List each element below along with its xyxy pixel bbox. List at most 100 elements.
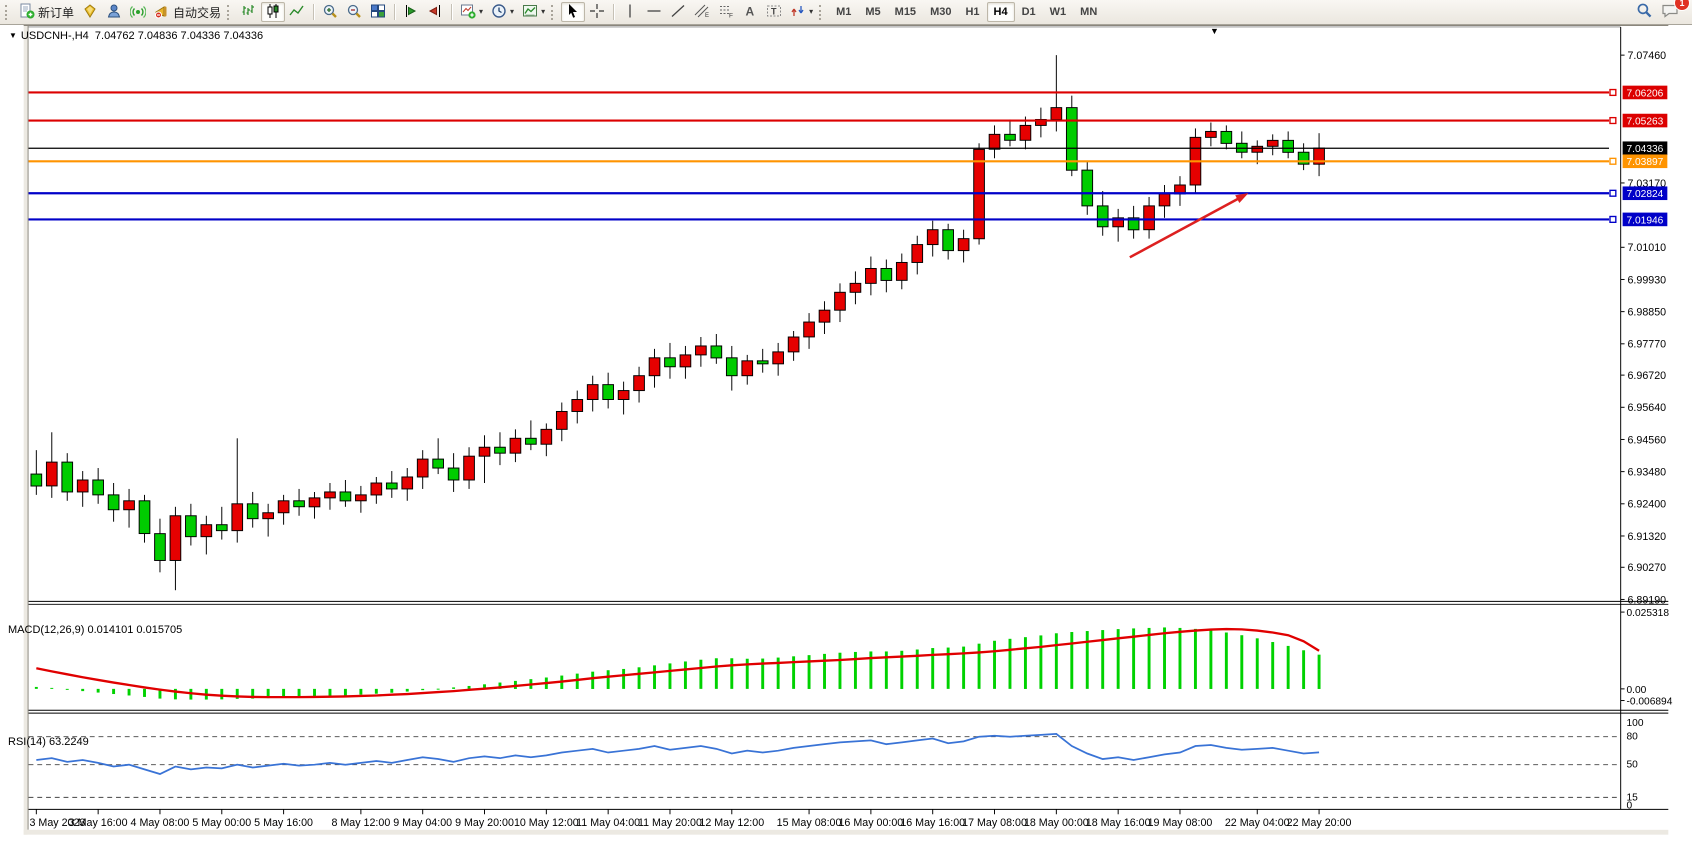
svg-text:10 May 12:00: 10 May 12:00: [514, 817, 579, 829]
dropdown-caret-icon: ▾: [541, 7, 546, 16]
chart-title: ▼ USDCNH-,H4 7.04762 7.04836 7.04336 7.04…: [9, 30, 263, 42]
price-chart-canvas[interactable]: 7.074607.031707.010106.999306.988506.977…: [0, 25, 1692, 857]
cursor-icon: [565, 3, 581, 22]
svg-text:50: 50: [1627, 760, 1639, 771]
timeframe-button-D1[interactable]: D1: [1015, 2, 1043, 22]
arrows-button[interactable]: ▾: [786, 2, 817, 22]
equidistant-channel-icon: E: [694, 3, 710, 22]
svg-text:6.96720: 6.96720: [1627, 370, 1666, 382]
signal-icon: [129, 3, 147, 22]
search-button[interactable]: [1632, 2, 1657, 22]
svg-text:6.94560: 6.94560: [1627, 434, 1666, 446]
chart-shift-icon: [403, 3, 419, 22]
timeframe-button-W1[interactable]: W1: [1043, 2, 1074, 22]
text-label-button[interactable]: T: [762, 2, 786, 22]
svg-text:8 May 12:00: 8 May 12:00: [331, 817, 390, 829]
timeframe-button-M15[interactable]: M15: [888, 2, 923, 22]
svg-text:7.03897: 7.03897: [1627, 157, 1664, 168]
timeframe-button-M5[interactable]: M5: [858, 2, 887, 22]
svg-text:7.06206: 7.06206: [1627, 88, 1664, 99]
candlestick-chart-button[interactable]: [261, 2, 286, 22]
svg-text:7.05263: 7.05263: [1627, 116, 1664, 127]
trendline-button[interactable]: [666, 2, 690, 22]
periods-icon: [491, 3, 507, 22]
toolbar-grip[interactable]: [551, 4, 557, 20]
svg-text:6.91320: 6.91320: [1627, 531, 1666, 543]
auto-trading-button[interactable]: 自动交易: [150, 2, 225, 22]
cursor-button[interactable]: [561, 2, 586, 22]
chart-symbol-period: USDCNH-,H4: [20, 30, 89, 42]
toolbar-separator: [394, 4, 396, 20]
periods-button[interactable]: ▾: [487, 2, 518, 22]
new-order-button[interactable]: 新订单: [15, 2, 78, 22]
vertical-line-icon: [622, 3, 638, 22]
community-button[interactable]: [102, 2, 126, 22]
svg-text:18 May 16:00: 18 May 16:00: [1086, 817, 1151, 829]
timeframe-button-H4[interactable]: H4: [986, 2, 1015, 22]
svg-text:9 May 20:00: 9 May 20:00: [455, 817, 514, 829]
auto-trading-label: 自动交易: [173, 5, 222, 20]
horizontal-line-button[interactable]: [642, 2, 666, 22]
vertical-line-button[interactable]: [618, 2, 642, 22]
fibonacci-icon: F: [718, 3, 734, 22]
tile-windows-icon: [370, 3, 386, 22]
timeframe-button-MN[interactable]: MN: [1073, 2, 1104, 22]
bar-chart-button[interactable]: [237, 2, 261, 22]
zoom-out-icon: [346, 3, 362, 22]
svg-text:22 May 20:00: 22 May 20:00: [1287, 817, 1352, 829]
signal-button[interactable]: [126, 2, 150, 22]
indicators-button[interactable]: ▾: [456, 2, 487, 22]
search-icon: [1636, 2, 1653, 22]
equidistant-channel-button[interactable]: E: [690, 2, 714, 22]
toolbar-grip[interactable]: [819, 4, 825, 20]
candlestick-chart-icon: [265, 3, 281, 22]
timeframe-button-H1[interactable]: H1: [958, 2, 986, 22]
toolbar: 新订单 自动交易: [0, 0, 1692, 25]
templates-button[interactable]: ▾: [518, 2, 549, 22]
line-chart-button[interactable]: [285, 2, 309, 22]
fibonacci-button[interactable]: F: [714, 2, 738, 22]
collapse-triangle-icon[interactable]: ▼: [9, 31, 17, 40]
svg-text:11 May 04:00: 11 May 04:00: [576, 817, 640, 829]
macd-indicator-label: MACD(12,26,9) 0.014101 0.015705: [8, 624, 183, 636]
line-chart-icon: [289, 3, 305, 22]
indicators-icon: [460, 3, 476, 22]
zoom-out-button[interactable]: [342, 2, 366, 22]
timeframe-group: M1 M5 M15 M30 H1 H4 D1 W1 MN: [829, 2, 1104, 22]
text-icon: A: [742, 3, 758, 22]
toolbar-grip[interactable]: [5, 4, 11, 20]
notification-badge[interactable]: 1: [1674, 0, 1690, 11]
svg-text:15: 15: [1627, 792, 1639, 803]
toolbar-grip[interactable]: [227, 4, 233, 20]
zoom-in-button[interactable]: [318, 2, 342, 22]
chart-context-arrow-icon[interactable]: ▼: [1210, 26, 1219, 36]
svg-text:11 May 20:00: 11 May 20:00: [638, 817, 702, 829]
bar-chart-icon: [241, 3, 257, 22]
svg-text:F: F: [729, 12, 733, 19]
svg-text:6.95640: 6.95640: [1627, 402, 1666, 414]
crosshair-button[interactable]: [585, 2, 609, 22]
svg-text:0: 0: [1627, 800, 1633, 811]
svg-text:16 May 00:00: 16 May 00:00: [839, 817, 904, 829]
text-button[interactable]: A: [738, 2, 762, 22]
tile-windows-button[interactable]: [366, 2, 390, 22]
svg-text:7.01010: 7.01010: [1627, 242, 1666, 254]
chart-ohlc-values: 7.04762 7.04836 7.04336 7.04336: [94, 30, 264, 42]
svg-text:T: T: [771, 6, 777, 16]
svg-text:7.01946: 7.01946: [1627, 215, 1664, 226]
dropdown-caret-icon: ▾: [510, 7, 515, 16]
chart-shift-button[interactable]: [399, 2, 423, 22]
svg-text:100: 100: [1627, 718, 1644, 729]
svg-text:19 May 08:00: 19 May 08:00: [1148, 817, 1213, 829]
timeframe-button-M30[interactable]: M30: [923, 2, 958, 22]
templates-icon: [522, 3, 538, 22]
svg-text:9 May 04:00: 9 May 04:00: [393, 817, 452, 829]
timeframe-button-M1[interactable]: M1: [829, 2, 858, 22]
toolbar-separator: [451, 4, 453, 20]
svg-text:12 May 12:00: 12 May 12:00: [699, 817, 764, 829]
auto-scroll-button[interactable]: [423, 2, 447, 22]
new-order-icon: [19, 3, 35, 22]
zoom-in-icon: [322, 3, 338, 22]
market-watch-button[interactable]: [78, 2, 102, 22]
svg-text:5 May 00:00: 5 May 00:00: [192, 817, 251, 829]
